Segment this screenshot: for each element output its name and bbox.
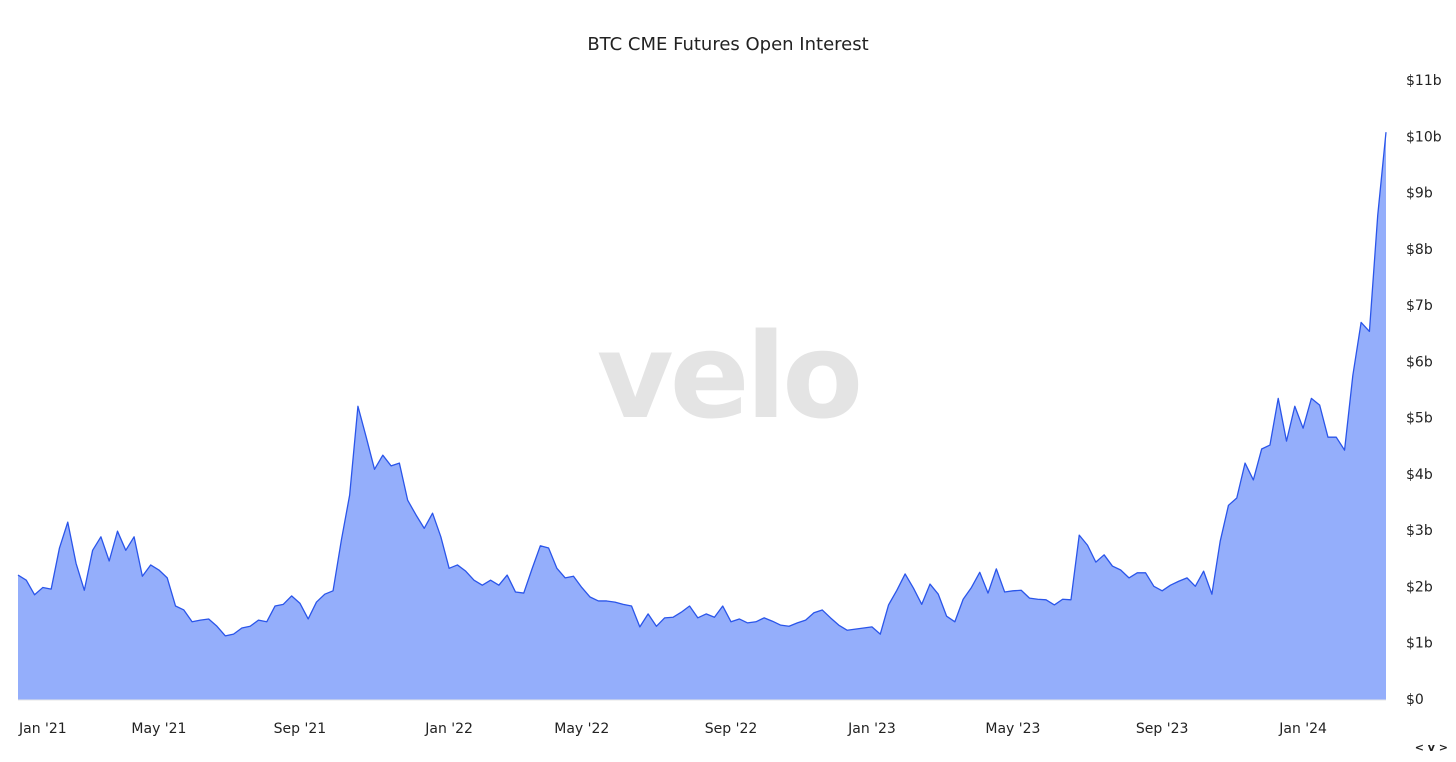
y-tick-label: $2b [1406,579,1433,595]
y-tick-label: $9b [1406,186,1433,202]
y-tick-label: $8b [1406,242,1433,258]
y-tick-label: $4b [1406,467,1433,483]
x-tick-label: May '21 [131,721,186,737]
y-tick-label: $11b [1406,73,1442,89]
y-tick-label: $6b [1406,354,1433,370]
corner-mark[interactable]: < v > [1415,741,1448,754]
area-fill [18,132,1386,700]
x-tick-label: Sep '22 [705,721,758,737]
y-tick-label: $5b [1406,411,1433,427]
x-tick-label: Jan '23 [847,721,896,737]
watermark: velo [597,307,859,445]
y-tick-label: $3b [1406,523,1433,539]
x-tick-label: Sep '21 [274,721,327,737]
y-tick-label: $7b [1406,298,1433,314]
x-tick-label: Jan '24 [1278,721,1327,737]
chart-title: BTC CME Futures Open Interest [587,34,868,55]
x-tick-label: Jan '21 [18,721,67,737]
area-line [17,132,1387,637]
x-tick-label: Jan '22 [424,721,473,737]
x-tick-label: May '23 [985,721,1040,737]
y-tick-label: $1b [1406,636,1433,652]
x-tick-label: Sep '23 [1136,721,1189,737]
x-tick-label: May '22 [554,721,609,737]
y-tick-label: $10b [1406,129,1442,145]
y-tick-label: $0 [1406,692,1424,708]
